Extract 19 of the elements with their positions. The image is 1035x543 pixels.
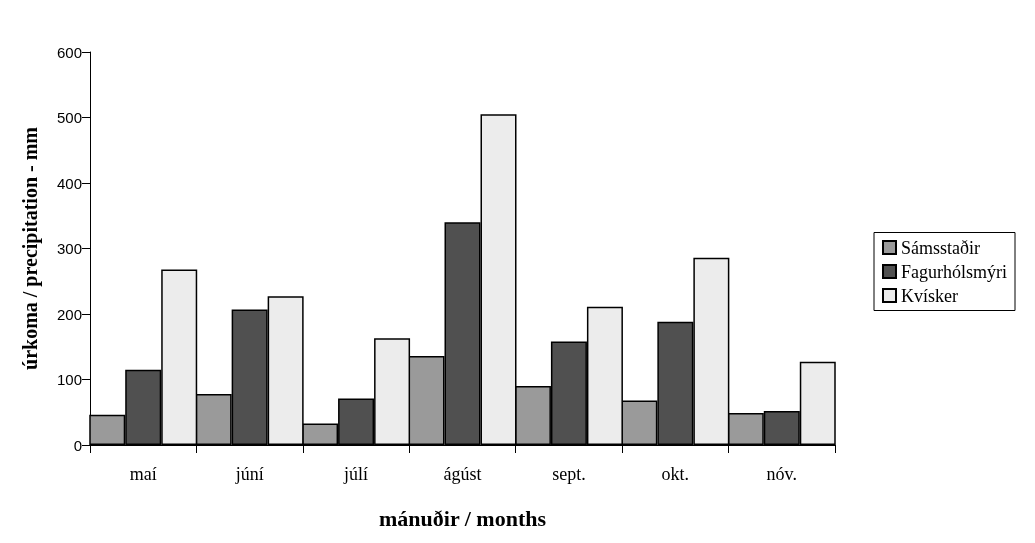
y-tick-label: 300	[56, 240, 82, 257]
legend-label: Kvísker	[901, 285, 958, 306]
x-tick-label: júní	[234, 464, 264, 484]
x-tick-label: júlí	[343, 464, 369, 484]
x-tick-label: maí	[129, 464, 157, 484]
y-tick-label: 500	[56, 109, 82, 126]
y-axis-title: úrkoma / precipitation - mm	[19, 126, 42, 370]
legend-label: Fagurhólsmýri	[901, 261, 1007, 282]
y-tick-label: 100	[56, 371, 82, 388]
legend-label: Sámsstaðir	[901, 237, 981, 258]
x-tick-label: okt.	[661, 464, 690, 484]
x-tick-label: nóv.	[766, 464, 797, 484]
x-axis-title: mánuðir / months	[378, 505, 547, 531]
y-tick-label: 200	[56, 305, 82, 323]
x-tick-label: ágúst	[443, 464, 482, 484]
y-tick-label: 0	[73, 436, 82, 454]
y-tick-label: 600	[56, 43, 82, 61]
x-tick-label: sept.	[552, 464, 586, 484]
y-tick-label: 400	[56, 174, 82, 192]
